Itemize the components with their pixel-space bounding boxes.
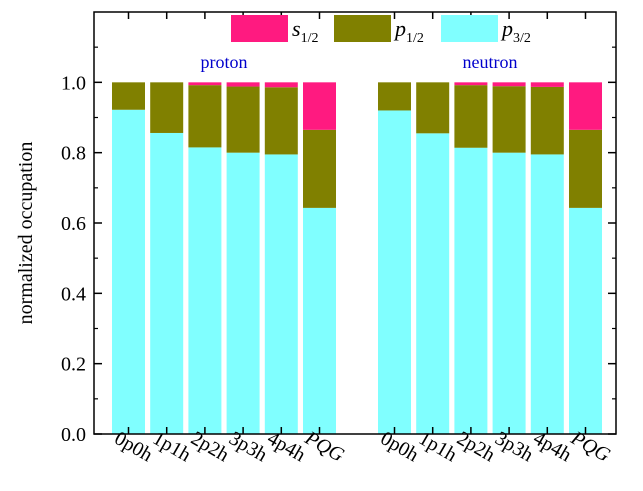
group-label-neutron: neutron [463,52,518,72]
x-tick-label: 4p4h [529,427,575,466]
bar-proton-4p4h-p1 [264,87,298,155]
x-tick-label: 2p2h [453,427,499,466]
y-tick-label: 0.0 [61,424,86,446]
bar-neutron-PQG-p1 [569,129,602,208]
bar-proton-4p4h-s [264,82,298,88]
bars-layer [112,82,602,435]
bar-neutron-0p0h-p1 [378,82,411,111]
legend-label-s: s1/2 [292,16,318,46]
bar-neutron-1p1h-p3 [416,133,450,434]
bar-proton-3p3h-p1 [226,86,260,153]
x-tick-label: 1p1h [415,427,461,466]
bar-neutron-2p2h-p1 [454,85,488,148]
x-tick-label: 3p3h [491,427,537,466]
bar-proton-1p1h-p3 [150,132,184,434]
y-tick-label: 0.2 [61,354,86,376]
bar-proton-PQG-p1 [303,129,336,208]
axes-layer [93,11,617,435]
y-tick-label: 0.4 [61,283,86,305]
bar-proton-0p0h-p1 [112,82,145,110]
legend-subscript: 3/2 [513,31,531,46]
legend-label-p3: p3/2 [500,16,531,46]
x-tick-label: 0p0h [377,427,423,466]
bar-proton-3p3h-p3 [226,152,260,435]
y-tick-label: 1.0 [61,72,86,94]
x-tick-label: 0p0h [111,427,157,466]
bar-neutron-4p4h-s [530,82,564,87]
legend-subscript: 1/2 [406,31,424,46]
y-tick-label: 0.6 [61,213,86,235]
group-label-proton: proton [201,52,248,72]
bar-neutron-4p4h-p1 [530,86,564,155]
bar-proton-PQG-p3 [303,207,336,434]
y-axis-label: normalized occupation [15,142,37,325]
legend: s1/2 p1/2 p3/2 [231,15,531,46]
legend-swatch-s [231,15,288,42]
x-tick-label: 2p2h [187,427,233,466]
bar-neutron-PQG-p3 [569,207,602,434]
bar-neutron-4p4h-p3 [530,154,564,435]
y-tick-label: 0.8 [61,143,86,165]
bar-proton-2p2h-s [188,82,222,86]
bar-neutron-2p2h-p3 [454,147,488,435]
legend-swatch-p1 [334,15,391,42]
x-tick-label: 3p3h [225,427,271,466]
bar-proton-2p2h-p3 [188,147,222,434]
bar-proton-PQG-s [303,82,336,130]
legend-label-p1: p1/2 [393,16,424,46]
bar-proton-2p2h-p1 [188,85,222,148]
bar-proton-4p4h-p3 [264,154,298,435]
bar-neutron-PQG-s [569,82,602,130]
bar-neutron-3p3h-p3 [492,152,526,435]
x-tick-label: 1p1h [149,427,195,466]
legend-subscript: 1/2 [301,31,319,46]
legend-swatch-p3 [441,15,498,42]
bar-proton-0p0h-p3 [112,109,145,434]
bar-neutron-0p0h-p3 [378,110,411,434]
bar-proton-1p1h-p1 [150,82,184,133]
x-tick-label: 4p4h [263,427,309,466]
bar-neutron-2p2h-s [454,82,488,86]
bar-proton-3p3h-s [226,82,260,87]
bar-neutron-3p3h-s [492,82,526,87]
bar-neutron-3p3h-p1 [492,86,526,153]
bar-neutron-1p1h-p1 [416,82,450,134]
